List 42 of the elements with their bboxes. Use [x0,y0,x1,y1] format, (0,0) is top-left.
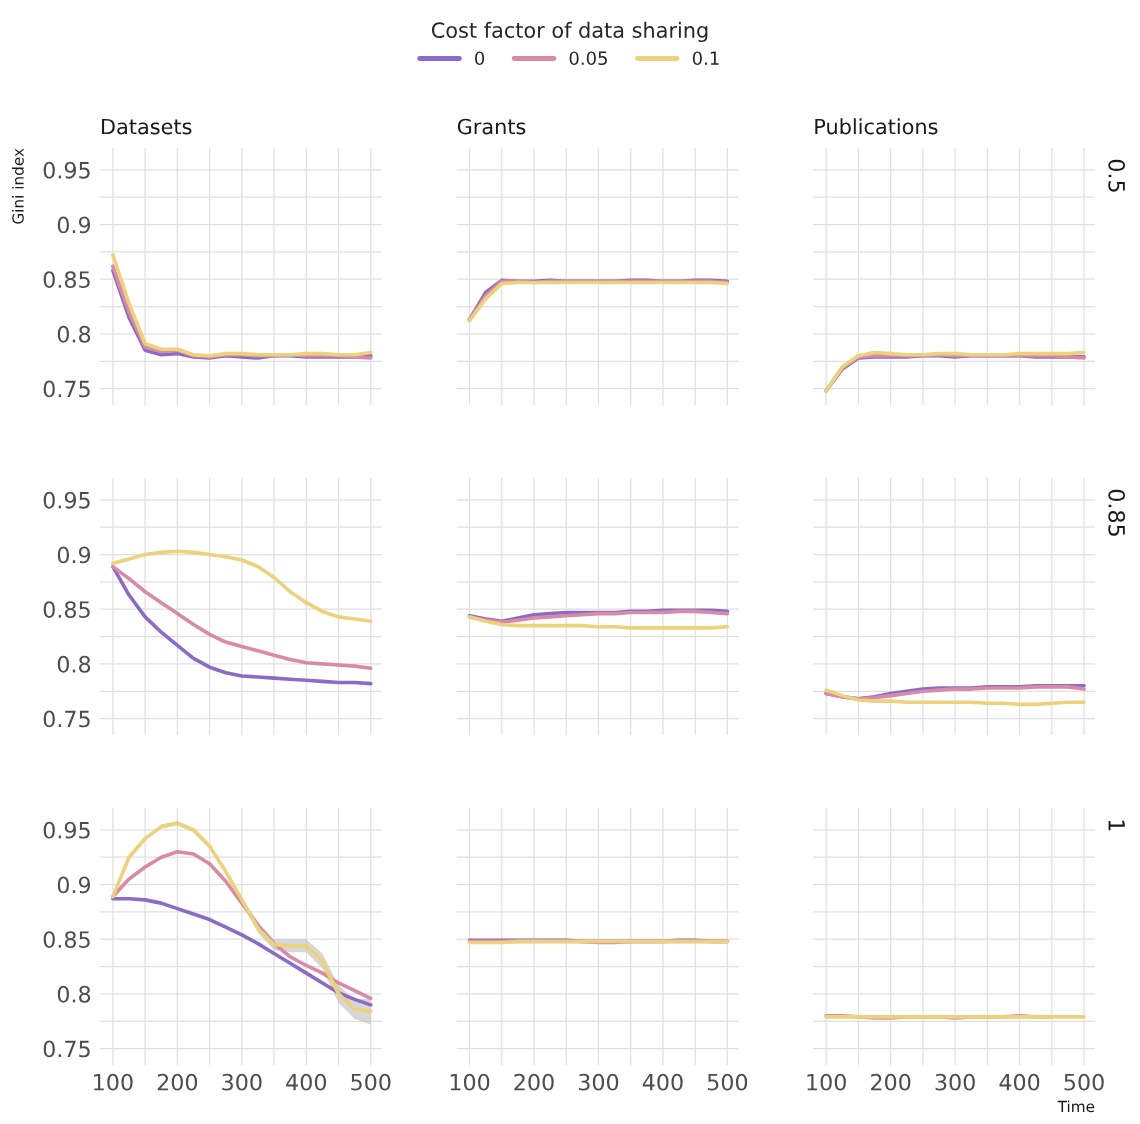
x-tick-label: 300 [222,1073,262,1091]
x-tick-label: 400 [286,1073,327,1091]
y-tick-label: 0.95 [43,821,90,839]
legend-label: 0 [475,51,485,66]
y-tick-label: 0.9 [57,546,91,564]
legend-title: Cost factor of data sharing [431,21,708,43]
x-tick-label: 100 [807,1073,846,1091]
y-tick-label: 0.8 [57,985,91,1003]
y-tick-label: 0.9 [57,216,91,234]
x-tick-label: 300 [578,1073,619,1091]
x-tick-label: 100 [94,1073,133,1091]
text: 1 [1108,820,1125,831]
chart-title: Grants [457,118,526,135]
x-tick-label: 300 [935,1073,975,1091]
x-tick-label: 400 [642,1073,683,1091]
legend-label: 0.1 [692,51,719,66]
y-tick-label: 0.75 [43,710,90,728]
y-tick-label: 0.75 [43,380,90,398]
y-axis-title: Gini index [11,148,24,224]
x-tick-label: 200 [157,1073,198,1091]
chart-title: Publications [815,118,938,135]
y-tick-label: 0.85 [43,601,90,618]
legend-label: 0.05 [569,51,607,66]
y-tick-label: 0.8 [57,655,91,673]
y-tick-label: 0.95 [43,491,90,509]
text: 0.85 [1108,489,1126,536]
y-tick-label: 0.85 [43,931,90,948]
y-tick-label: 0.9 [57,876,91,894]
y-tick-label: 0.75 [43,1040,90,1058]
x-tick-label: 500 [351,1073,391,1091]
y-tick-label: 0.95 [43,161,90,179]
x-tick-label: 200 [871,1073,911,1091]
x-tick-label: 100 [450,1073,490,1091]
x-tick-label: 400 [999,1073,1040,1091]
x-tick-label: 200 [514,1073,554,1091]
y-tick-label: 0.85 [43,271,90,288]
x-axis-title: Time [1057,1100,1095,1113]
x-tick-label: 500 [707,1073,748,1091]
y-tick-label: 0.8 [57,325,91,343]
text: 0.5 [1108,159,1126,192]
chart-title: Datasets [102,118,192,135]
x-tick-label: 500 [1064,1073,1104,1091]
